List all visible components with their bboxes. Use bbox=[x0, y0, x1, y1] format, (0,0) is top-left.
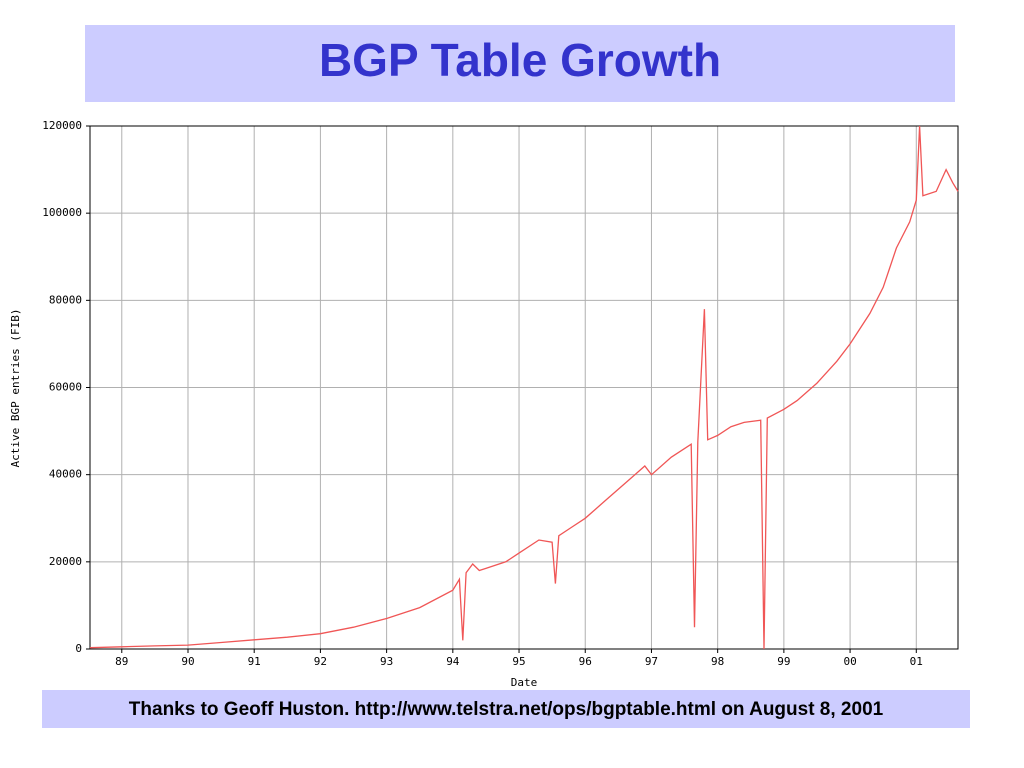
x-tick-label: 00 bbox=[843, 655, 856, 668]
slide-title: BGP Table Growth bbox=[319, 34, 721, 86]
x-tick-label: 93 bbox=[380, 655, 393, 668]
x-tick-label: 92 bbox=[314, 655, 327, 668]
title-box bbox=[85, 25, 955, 102]
x-tick-label: 97 bbox=[645, 655, 658, 668]
y-axis-label: Active BGP entries (FIB) bbox=[9, 309, 22, 468]
y-tick-label: 40000 bbox=[49, 468, 82, 481]
plot-frame bbox=[89, 125, 959, 650]
x-tick-label: 90 bbox=[181, 655, 194, 668]
x-tick-label: 96 bbox=[579, 655, 592, 668]
x-tick-label: 94 bbox=[446, 655, 460, 668]
x-axis-label: Date bbox=[511, 676, 538, 689]
x-tick-label: 98 bbox=[711, 655, 724, 668]
footer: Thanks to Geoff Huston. http://www.telst… bbox=[129, 699, 884, 720]
y-tick-label: 20000 bbox=[49, 555, 82, 568]
y-tick-label: 80000 bbox=[49, 293, 82, 306]
x-tick-label: 91 bbox=[248, 655, 261, 668]
x-tick-label: 95 bbox=[512, 655, 525, 668]
x-tick-label: 89 bbox=[115, 655, 128, 668]
x-tick-label: 99 bbox=[777, 655, 790, 668]
y-tick-label: 100000 bbox=[42, 206, 82, 219]
y-tick-label: 60000 bbox=[49, 381, 82, 394]
footer-box bbox=[42, 690, 970, 728]
data-line bbox=[89, 125, 959, 650]
y-tick-label: 120000 bbox=[42, 119, 82, 132]
y-tick-label: 0 bbox=[75, 642, 82, 655]
x-tick-label: 01 bbox=[910, 655, 923, 668]
